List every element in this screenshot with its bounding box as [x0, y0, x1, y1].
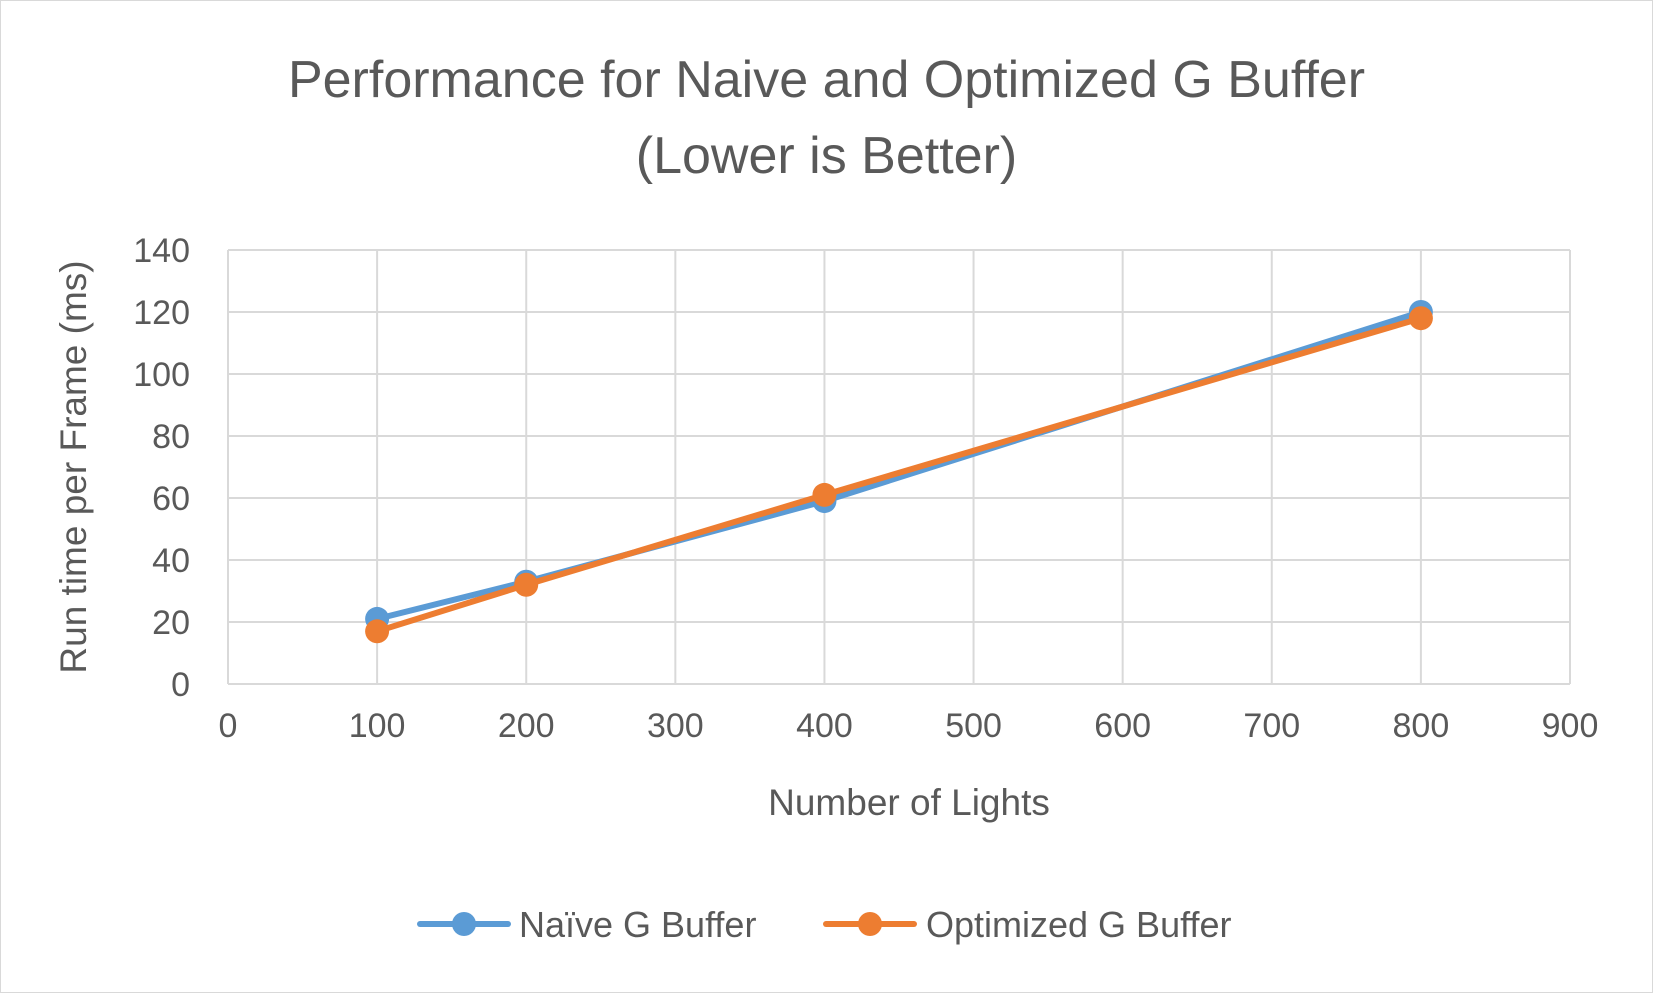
x-tick-label: 800: [1393, 707, 1450, 745]
legend-marker: [452, 912, 476, 936]
data-series: [365, 300, 1433, 644]
series-line: [374, 315, 1424, 635]
y-axis-tick-labels: 0 20 40 60 80 100 120 140: [133, 232, 190, 704]
series-optimized: [365, 306, 1433, 644]
x-tick-label: 0: [219, 707, 238, 745]
legend: Naïve G Buffer Optimized G Buffer: [417, 904, 1231, 945]
x-axis-tick-labels: 0 100 200 300 400 500 600 700 800 900: [219, 707, 1599, 745]
legend-label: Optimized G Buffer: [926, 904, 1231, 945]
y-tick-label: 40: [152, 542, 190, 580]
x-tick-label: 100: [349, 707, 406, 745]
y-tick-label: 140: [133, 232, 190, 270]
chart-title: Performance for Naive and Optimized G Bu…: [0, 42, 1653, 194]
y-tick-label: 60: [152, 480, 190, 518]
y-tick-label: 20: [152, 604, 190, 642]
x-tick-label: 900: [1542, 707, 1599, 745]
x-tick-label: 200: [498, 707, 555, 745]
y-tick-label: 80: [152, 418, 190, 456]
x-tick-label: 700: [1243, 707, 1300, 745]
y-tick-label: 120: [133, 294, 190, 332]
chart-title-line-2: (Lower is Better): [635, 127, 1018, 185]
x-axis-title: Number of Lights: [768, 782, 1050, 823]
data-point: [514, 572, 539, 597]
data-point: [812, 482, 837, 507]
legend-marker: [858, 912, 882, 936]
x-tick-label: 600: [1094, 707, 1151, 745]
x-tick-label: 500: [945, 707, 1002, 745]
chart-title-line-1: Performance for Naive and Optimized G Bu…: [287, 51, 1366, 109]
legend-item: Naïve G Buffer: [417, 904, 756, 945]
data-point: [1408, 306, 1433, 331]
legend-item: Optimized G Buffer: [823, 904, 1231, 945]
y-tick-label: 100: [133, 356, 190, 394]
y-axis-title: Run time per Frame (ms): [53, 260, 94, 673]
data-point: [365, 619, 390, 644]
x-tick-label: 400: [796, 707, 853, 745]
gridlines: [227, 249, 1571, 685]
x-tick-label: 300: [647, 707, 704, 745]
legend-label: Naïve G Buffer: [519, 904, 756, 945]
y-tick-label: 0: [171, 666, 190, 704]
